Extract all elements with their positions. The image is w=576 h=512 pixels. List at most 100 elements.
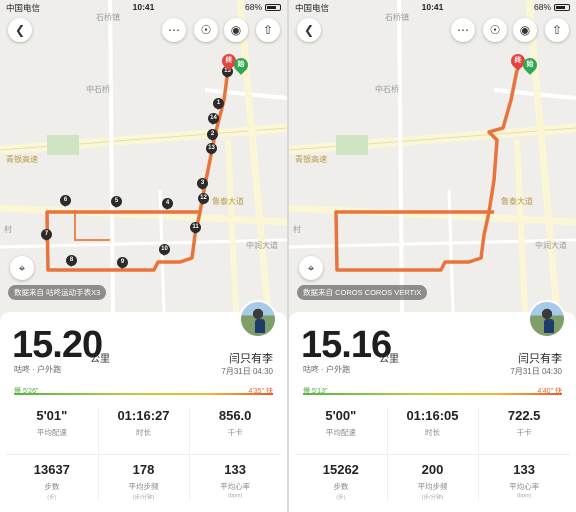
km-marker: 5 <box>111 196 122 208</box>
route-map[interactable]: 石桥镇 中石桥 青银高速 鲁泰大道 中润大道 村 15 1 14 2 13 3 … <box>0 0 287 312</box>
camera-icon: ◉ <box>519 23 531 37</box>
more-icon: ⋯ <box>168 23 180 37</box>
pace-fast-label: 4'40" 快 <box>537 388 562 395</box>
route-map[interactable]: 石桥镇 中石桥 青银高速 鲁泰大道 中润大道 村 终 始 <box>289 0 576 312</box>
map-label-road-2: 中润大道 <box>246 241 278 250</box>
status-right: 68% <box>534 2 570 12</box>
pace-slow-label: 慢 5'13" <box>303 388 328 395</box>
stat-avg-pace: 5'01" 平均配速 <box>36 408 68 437</box>
status-bar: 中国电信 10:41 68% <box>0 0 287 14</box>
status-right: 68% <box>245 2 281 12</box>
clock: 10:41 <box>421 2 444 12</box>
distance-unit: 公里 <box>90 354 110 365</box>
more-button[interactable]: ⋯ <box>162 18 186 42</box>
stat-calories: 856.0 千卡 <box>218 408 252 437</box>
km-marker: 10 <box>159 244 170 256</box>
map-label-road: 鲁泰大道 <box>212 197 244 206</box>
summary-card <box>289 312 576 512</box>
activity-panel-left: 石桥镇 中石桥 青银高速 鲁泰大道 中润大道 村 15 1 14 2 13 3 … <box>0 0 287 512</box>
share-icon: ⇧ <box>551 23 563 37</box>
map-label-village: 中石桥 <box>375 85 399 94</box>
stat-duration: 01:16:27 时长 <box>117 408 170 437</box>
sport-type: 咕咚 · 户外跑 <box>14 365 62 374</box>
km-marker: 13 <box>206 143 217 155</box>
stat-heart-rate: 133 平均心率 (bpm) <box>509 462 540 499</box>
stat-cadence: 200 平均步频 (步/分钟) <box>417 462 448 501</box>
back-button[interactable]: ❮ <box>8 18 32 42</box>
stat-steps: 15262 步数 (步) <box>322 462 359 501</box>
activity-datetime: 7月31日 04:30 <box>221 367 273 376</box>
km-marker: 8 <box>66 255 77 267</box>
badge-icon: ☉ <box>489 23 501 37</box>
badge-button[interactable]: ☉ <box>483 18 507 42</box>
km-marker: 4 <box>162 198 173 210</box>
km-marker: 14 <box>208 113 219 125</box>
badge-icon: ☉ <box>200 23 212 37</box>
pace-fast-label: 4'35" 快 <box>248 388 273 395</box>
map-label-road-2: 中润大道 <box>535 241 567 250</box>
camera-icon: ◉ <box>230 23 242 37</box>
carrier-label: 中国电信 <box>6 3 41 13</box>
map-label-town: 石桥镇 <box>96 13 120 22</box>
km-marker: 15 <box>222 66 233 78</box>
data-source-tag: 数据来自 咕咚运动手表X3 <box>8 285 107 300</box>
pace-gradient-bar <box>14 393 273 395</box>
share-button[interactable]: ⇧ <box>256 18 280 42</box>
km-marker: 1 <box>213 98 224 110</box>
distance-value: 15.20 <box>12 324 103 366</box>
km-marker: 11 <box>190 222 201 234</box>
stat-steps: 13637 步数 (步) <box>33 462 70 501</box>
map-label-town: 石桥镇 <box>385 13 409 22</box>
pace-slow-label: 慢 5'26" <box>14 388 39 395</box>
summary-card <box>0 312 287 512</box>
username: 闫只有李 <box>229 353 273 365</box>
map-label-road: 鲁泰大道 <box>501 197 533 206</box>
activity-datetime: 7月31日 04:30 <box>510 367 562 376</box>
pace-gradient-bar <box>303 393 562 395</box>
stat-heart-rate: 133 平均心率 (bpm) <box>220 462 251 499</box>
avatar[interactable] <box>239 300 277 338</box>
km-marker: 12 <box>198 193 209 205</box>
distance-unit: 公里 <box>379 354 399 365</box>
locate-icon: ⌖ <box>307 260 315 275</box>
more-icon: ⋯ <box>457 23 469 37</box>
clock: 10:41 <box>132 2 155 12</box>
chevron-left-icon: ❮ <box>303 23 315 37</box>
start-pin: 始 <box>231 55 251 75</box>
badge-button[interactable]: ☉ <box>194 18 218 42</box>
camera-button[interactable]: ◉ <box>224 18 248 42</box>
locate-icon: ⌖ <box>18 260 26 275</box>
stat-calories: 722.5 千卡 <box>507 408 541 437</box>
start-pin: 始 <box>520 55 540 75</box>
username: 闫只有李 <box>518 353 562 365</box>
activity-panel-right: 石桥镇 中石桥 青银高速 鲁泰大道 中润大道 村 终 始 中国电信 10:41 … <box>289 0 576 512</box>
sport-type: 咕咚 · 户外跑 <box>303 365 351 374</box>
share-button[interactable]: ⇧ <box>545 18 569 42</box>
share-icon: ⇧ <box>262 23 274 37</box>
map-label-village: 中石桥 <box>86 85 110 94</box>
carrier-label: 中国电信 <box>295 3 330 13</box>
stats-grid: 5'01" 平均配速 01:16:27 时长 856.0 千卡 13637 步数 (步) … <box>6 400 281 508</box>
data-source-tag: 数据来自 COROS COROS VERTIX <box>297 285 428 300</box>
km-marker: 6 <box>60 195 71 207</box>
distance-value: 15.16 <box>301 324 392 366</box>
km-marker: 3 <box>197 178 208 190</box>
stat-cadence: 178 平均步频 (步/分钟) <box>128 462 159 501</box>
more-button[interactable]: ⋯ <box>451 18 475 42</box>
chevron-left-icon: ❮ <box>14 23 26 37</box>
stats-grid: 5'00" 平均配速 01:16:05 时长 722.5 千卡 15262 步数 (步) … <box>295 400 570 508</box>
stat-avg-pace: 5'00" 平均配速 <box>325 408 357 437</box>
avatar[interactable] <box>528 300 566 338</box>
km-marker: 7 <box>41 229 52 241</box>
locate-button[interactable]: ⌖ <box>10 256 34 280</box>
locate-button[interactable]: ⌖ <box>299 256 323 280</box>
km-marker: 9 <box>117 257 128 269</box>
battery-icon <box>554 3 570 11</box>
battery-percent: 68% <box>533 2 551 12</box>
map-label-highway: 青银高速 <box>295 155 327 164</box>
back-button[interactable]: ❮ <box>297 18 321 42</box>
battery-percent: 68% <box>244 2 262 12</box>
km-marker: 2 <box>207 129 218 141</box>
status-bar: 中国电信 10:41 68% <box>289 0 576 14</box>
camera-button[interactable]: ◉ <box>513 18 537 42</box>
